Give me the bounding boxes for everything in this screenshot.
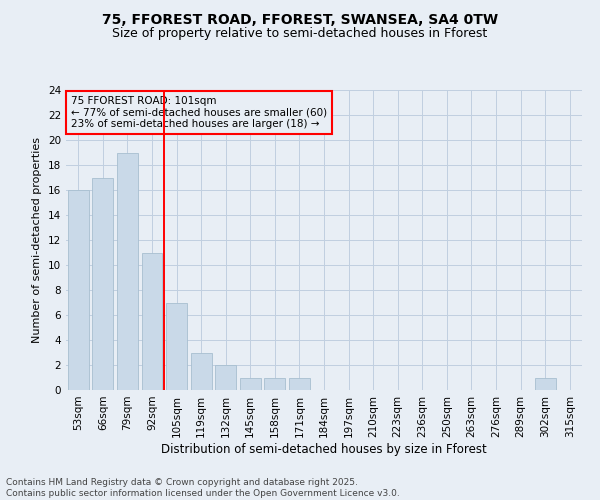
Bar bbox=[92, 178, 113, 390]
Y-axis label: Number of semi-detached properties: Number of semi-detached properties bbox=[32, 137, 43, 343]
X-axis label: Distribution of semi-detached houses by size in Fforest: Distribution of semi-detached houses by … bbox=[161, 442, 487, 456]
Text: Size of property relative to semi-detached houses in Fforest: Size of property relative to semi-detach… bbox=[112, 28, 488, 40]
Bar bbox=[166, 302, 187, 390]
Bar bbox=[117, 152, 138, 390]
Text: Contains HM Land Registry data © Crown copyright and database right 2025.
Contai: Contains HM Land Registry data © Crown c… bbox=[6, 478, 400, 498]
Bar bbox=[535, 378, 556, 390]
Bar bbox=[142, 252, 163, 390]
Bar bbox=[68, 190, 89, 390]
Text: 75 FFOREST ROAD: 101sqm
← 77% of semi-detached houses are smaller (60)
23% of se: 75 FFOREST ROAD: 101sqm ← 77% of semi-de… bbox=[71, 96, 327, 129]
Text: 75, FFOREST ROAD, FFOREST, SWANSEA, SA4 0TW: 75, FFOREST ROAD, FFOREST, SWANSEA, SA4 … bbox=[102, 12, 498, 26]
Bar bbox=[191, 352, 212, 390]
Bar bbox=[265, 378, 286, 390]
Bar bbox=[289, 378, 310, 390]
Bar bbox=[240, 378, 261, 390]
Bar bbox=[215, 365, 236, 390]
